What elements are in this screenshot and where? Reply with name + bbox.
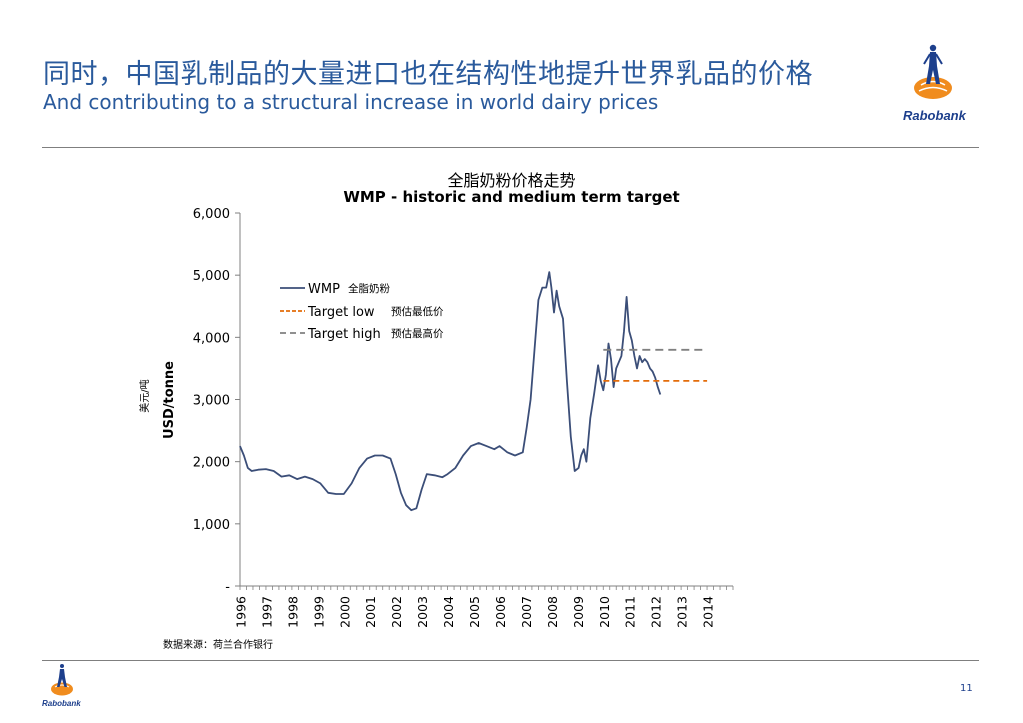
legend-label: WMP (308, 282, 340, 297)
rabobank-figure-icon (914, 44, 952, 99)
series-line-wmp (239, 271, 662, 512)
slide-title-english: And contributing to a structural increas… (43, 90, 659, 114)
x-tick-label: 2005 (467, 596, 482, 628)
legend-label-chinese: 预估最高价 (391, 327, 444, 340)
x-tick-label: 2007 (519, 596, 534, 628)
x-tick-label: 2003 (415, 596, 430, 628)
y-axis-label-chinese: 美元/吨 (138, 379, 151, 412)
x-tick-label: 1997 (259, 596, 274, 628)
slide-title-chinese: 同时，中国乳制品的大量进口也在结构性地提升世界乳品的价格 (43, 59, 813, 90)
x-tick-label: 2006 (493, 596, 508, 628)
y-tick-label: 3,000 (193, 394, 230, 409)
y-tick-label: - (225, 580, 230, 595)
y-axis-label: USD/tonne (162, 361, 177, 439)
chart-title: 全脂奶粉价格走势 (447, 171, 576, 190)
x-tick-label: 2014 (701, 596, 716, 628)
legend-label: Target low (307, 305, 375, 320)
page-number: 11 (960, 683, 973, 694)
x-tick-label: 2009 (571, 596, 586, 628)
x-tick-label: 2008 (545, 596, 560, 628)
chart-subtitle: WMP - historic and medium term target (343, 188, 680, 206)
x-tick-label: 2000 (337, 596, 352, 628)
footer-divider (42, 660, 979, 661)
y-tick-label: 5,000 (193, 269, 230, 284)
rabobank-footer-wordmark: Rabobank (42, 699, 81, 708)
header-divider (42, 147, 979, 148)
x-tick-label: 2010 (597, 596, 612, 628)
x-tick-label: 1996 (234, 596, 249, 628)
y-tick-label: 1,000 (193, 518, 230, 533)
y-tick-label: 6,000 (193, 207, 230, 222)
x-tick-label: 1998 (285, 596, 300, 628)
x-tick-label: 2001 (363, 596, 378, 628)
rabobank-footer-logo: Rabobank (42, 664, 81, 708)
data-source-note: 数据来源：荷兰合作银行 (163, 640, 273, 651)
rabobank-logo: Rabobank (903, 44, 967, 123)
x-tick-label: 2004 (441, 596, 456, 628)
rabobank-wordmark: Rabobank (903, 108, 967, 123)
legend-label: Target high (307, 327, 381, 342)
rabobank-footer-figure-icon (51, 664, 73, 696)
legend-label-chinese: 预估最低价 (391, 305, 444, 318)
x-tick-label: 1999 (311, 596, 326, 628)
legend-label-chinese: 全脂奶粉 (348, 282, 390, 295)
x-tick-label: 2002 (389, 596, 404, 628)
x-tick-label: 2011 (623, 596, 638, 628)
y-tick-label: 4,000 (193, 331, 230, 346)
y-tick-label: 2,000 (193, 456, 230, 471)
x-tick-label: 2012 (649, 596, 664, 628)
x-tick-label: 2013 (675, 596, 690, 628)
